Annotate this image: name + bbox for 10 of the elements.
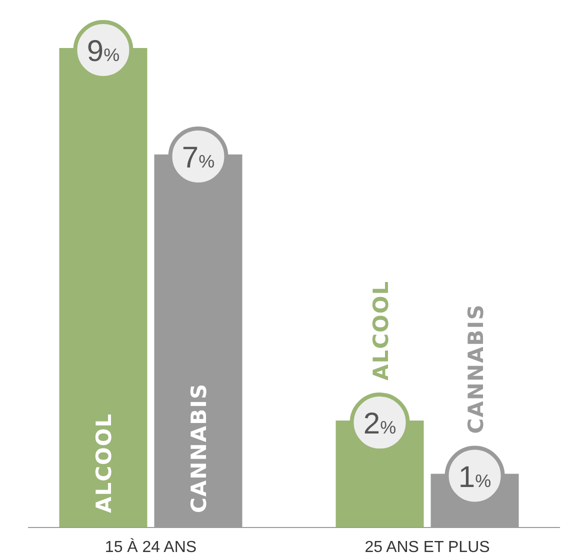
x-tick-label: 15 À 24 ANS [104,538,197,556]
data-label: 1% [458,460,492,494]
data-label: 2% [363,408,396,441]
data-label: 7% [182,141,215,174]
series-label: CANNABIS [187,382,212,513]
text: ALCOOL [368,280,393,381]
series-label: ALCOOL [92,412,116,513]
data-label: 9% [86,35,120,68]
text: CANNABIS [464,304,488,434]
x-tick-label: 25 ANS ET PLUS [364,539,490,556]
